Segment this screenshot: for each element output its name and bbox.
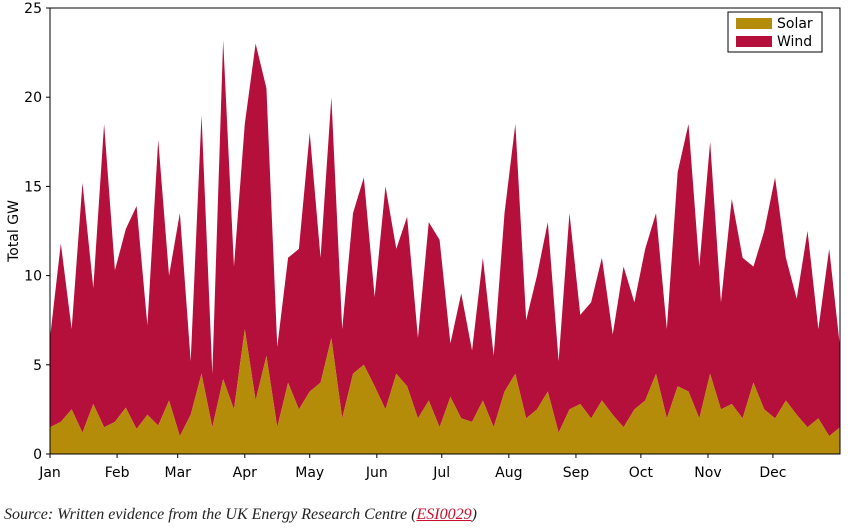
x-tick-label: Aug <box>495 465 522 481</box>
y-tick-label: 5 <box>33 358 42 374</box>
solar-area <box>50 329 840 454</box>
wind-area <box>50 40 840 437</box>
x-tick-label: Oct <box>629 465 654 481</box>
x-tick-label: Nov <box>694 465 721 481</box>
x-tick-label: Sep <box>563 465 590 481</box>
y-tick-label: 10 <box>24 269 42 285</box>
legend: Solar Wind <box>727 11 823 53</box>
y-tick-label: 20 <box>24 90 42 106</box>
legend-swatch-wind <box>736 36 772 47</box>
legend-swatch-solar <box>736 18 772 29</box>
y-tick-label: 15 <box>24 179 42 195</box>
x-tick-label: Jun <box>365 465 388 481</box>
stacked-area-chart: 0 5 10 15 20 25 Jan Feb Mar Apr May Jun Jul Aug Sep Oc… <box>6 1 841 481</box>
y-axis-label: Total GW <box>6 200 22 263</box>
y-tick-label: 0 <box>33 447 42 463</box>
source-prefix: Source: Written evidence from the UK Ene… <box>4 506 417 523</box>
x-tick-label: Mar <box>164 465 191 481</box>
x-tick-label: Jul <box>432 465 450 481</box>
plot-frame <box>49 7 841 455</box>
legend-label-wind: Wind <box>777 34 812 50</box>
legend-label-solar: Solar <box>777 16 813 32</box>
x-tick-label: May <box>295 465 324 481</box>
source-suffix: ) <box>471 506 477 523</box>
x-tick-label: Apr <box>233 465 257 481</box>
source-link[interactable]: ESI0029 <box>416 506 472 523</box>
y-tick-label: 25 <box>24 1 42 17</box>
x-tick-label: Feb <box>105 465 130 481</box>
source-note: Source: Written evidence from the UK Ene… <box>4 506 477 524</box>
x-tick-label: Jan <box>38 465 61 481</box>
x-tick-label: Dec <box>759 465 786 481</box>
